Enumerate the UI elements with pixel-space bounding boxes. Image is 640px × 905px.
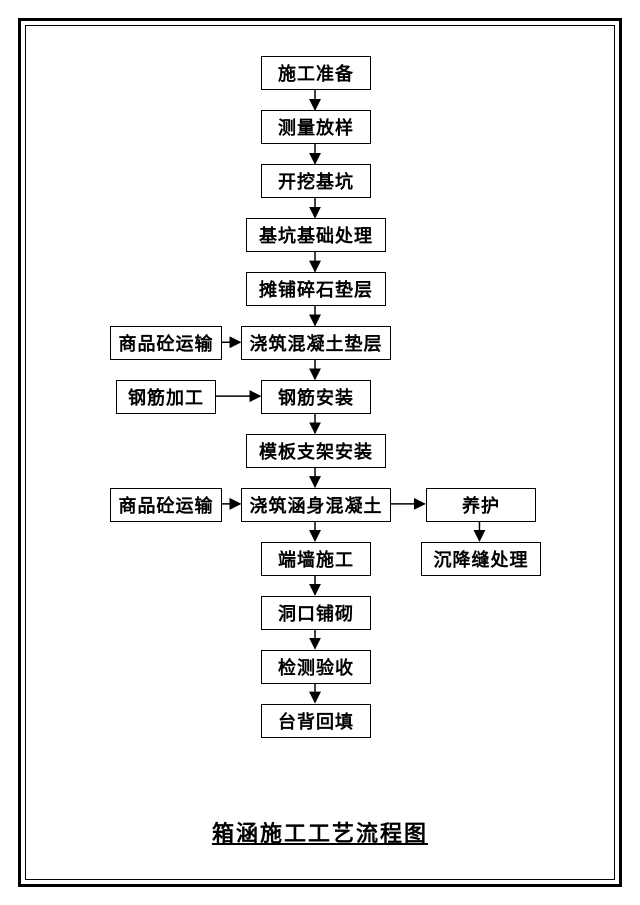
flow-node-n9: 浇筑涵身混凝土 xyxy=(241,488,391,522)
flow-node-n7: 钢筋安装 xyxy=(261,380,371,414)
flow-node-r9: 养护 xyxy=(426,488,536,522)
flowchart-canvas: 箱涵施工工艺流程图 施工准备测量放样开挖基坑基坑基础处理摊铺碎石垫层浇筑混凝土垫… xyxy=(25,25,615,880)
frame-outer: 箱涵施工工艺流程图 施工准备测量放样开挖基坑基坑基础处理摊铺碎石垫层浇筑混凝土垫… xyxy=(18,18,622,887)
flow-node-n2: 测量放样 xyxy=(261,110,371,144)
flow-node-s7: 钢筋加工 xyxy=(116,380,216,414)
flow-node-n11: 洞口铺砌 xyxy=(261,596,371,630)
flow-node-r10: 沉降缝处理 xyxy=(421,542,541,576)
flow-node-n12: 检测验收 xyxy=(261,650,371,684)
flow-node-n1: 施工准备 xyxy=(261,56,371,90)
flow-node-n5: 摊铺碎石垫层 xyxy=(246,272,386,306)
flow-node-s9: 商品砼运输 xyxy=(110,488,222,522)
flow-node-n4: 基坑基础处理 xyxy=(246,218,386,252)
diagram-title: 箱涵施工工艺流程图 xyxy=(212,816,428,848)
flow-node-s6: 商品砼运输 xyxy=(110,326,222,360)
flow-node-n6: 浇筑混凝土垫层 xyxy=(241,326,391,360)
page: 箱涵施工工艺流程图 施工准备测量放样开挖基坑基坑基础处理摊铺碎石垫层浇筑混凝土垫… xyxy=(0,0,640,905)
flow-node-n13: 台背回填 xyxy=(261,704,371,738)
flow-node-n8: 模板支架安装 xyxy=(246,434,386,468)
flow-node-n3: 开挖基坑 xyxy=(261,164,371,198)
flow-node-n10: 端墙施工 xyxy=(261,542,371,576)
